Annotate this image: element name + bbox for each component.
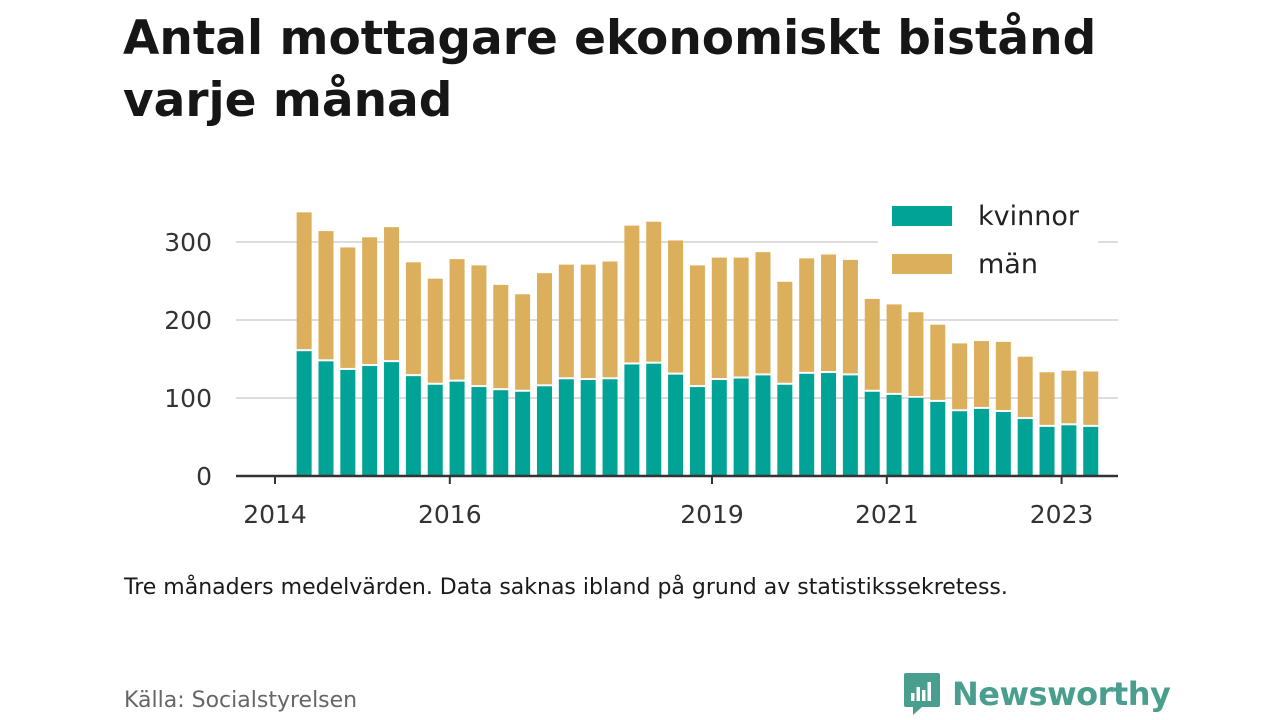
bar-man <box>952 343 968 410</box>
bar-man <box>624 225 640 363</box>
bar-kvinnor <box>711 380 727 476</box>
bar-kvinnor <box>973 408 989 476</box>
bar-man <box>296 212 312 350</box>
x-tick-label: 2014 <box>243 500 307 529</box>
bar-kvinnor <box>842 375 858 476</box>
bar-man <box>340 247 356 368</box>
bar-kvinnor <box>886 394 902 476</box>
bar-man <box>515 294 531 390</box>
bar-kvinnor <box>602 379 618 476</box>
bar-man <box>580 264 596 379</box>
bar-kvinnor <box>995 412 1011 476</box>
bar-kvinnor <box>536 386 552 476</box>
source-label: Källa: Socialstyrelsen <box>124 688 358 713</box>
bar-kvinnor <box>668 374 684 476</box>
legend: kvinnor män <box>878 192 1098 292</box>
bar-kvinnor <box>624 364 640 476</box>
newsworthy-brand[interactable]: Newsworthy <box>902 670 1171 718</box>
y-tick-label: 0 <box>196 462 212 491</box>
bar-man <box>711 257 727 379</box>
bar-man <box>886 304 902 393</box>
bar-kvinnor <box>952 411 968 476</box>
y-axis: 0 100 200 300 <box>164 228 212 491</box>
bar-kvinnor <box>580 380 596 476</box>
newsworthy-logo-icon <box>904 673 940 715</box>
bar-kvinnor <box>930 401 946 476</box>
bar-man <box>1017 356 1033 418</box>
bar-man <box>1083 371 1099 425</box>
x-tick-label: 2019 <box>680 500 744 529</box>
bar-kvinnor <box>821 373 837 476</box>
bar-man <box>602 261 618 378</box>
bar-man <box>493 284 509 389</box>
chart-note: Tre månaders medelvärden. Data saknas ib… <box>124 575 1008 600</box>
bar-kvinnor <box>493 390 509 476</box>
bar-kvinnor <box>799 373 815 476</box>
bar-man <box>864 298 880 390</box>
bar-kvinnor <box>340 369 356 476</box>
bar-kvinnor <box>427 384 443 476</box>
bar-man <box>799 258 815 372</box>
x-tick-label: 2023 <box>1030 500 1094 529</box>
bar-man <box>558 264 574 378</box>
bar-kvinnor <box>755 375 771 476</box>
chart-title: Antal mottagare ekonomiskt bistånd varje… <box>123 11 1097 128</box>
bar-kvinnor <box>318 361 334 476</box>
bar-kvinnor <box>733 378 749 476</box>
bar-kvinnor <box>515 391 531 476</box>
bar-man <box>1039 372 1055 425</box>
bar-kvinnor <box>1039 426 1055 476</box>
bar-man <box>733 257 749 377</box>
bar-man <box>995 341 1011 411</box>
bar-man <box>384 227 400 361</box>
bar-man <box>908 312 924 396</box>
bar-kvinnor <box>689 387 705 476</box>
legend-label: kvinnor <box>978 201 1080 232</box>
x-axis: 2014 2016 2019 2021 2023 <box>236 474 1118 529</box>
bar-man <box>973 341 989 407</box>
bar-kvinnor <box>646 363 662 476</box>
bar-man <box>405 262 421 375</box>
bar-man <box>930 324 946 400</box>
x-tick-label: 2016 <box>418 500 482 529</box>
bar-man <box>362 237 378 365</box>
legend-label: män <box>978 249 1038 280</box>
bar-kvinnor <box>1083 426 1099 476</box>
bar-kvinnor <box>296 351 312 476</box>
bar-man <box>471 265 487 386</box>
legend-swatch-man <box>892 254 952 274</box>
x-tick-label: 2021 <box>855 500 919 529</box>
bar-man <box>1061 370 1077 424</box>
bar-kvinnor <box>1017 419 1033 476</box>
bar-man <box>536 273 552 385</box>
bar-man <box>821 254 837 372</box>
bars <box>296 212 1099 476</box>
y-tick-label: 200 <box>164 306 212 335</box>
bar-man <box>689 265 705 386</box>
bar-kvinnor <box>1061 425 1077 476</box>
bar-kvinnor <box>777 384 793 476</box>
bar-kvinnor <box>864 391 880 476</box>
bar-man <box>842 259 858 374</box>
bar-man <box>427 278 443 383</box>
bar-man <box>777 281 793 383</box>
legend-swatch-kvinnor <box>892 206 952 226</box>
y-tick-label: 300 <box>164 228 212 257</box>
brand-name: Newsworthy <box>952 675 1171 713</box>
bar-man <box>449 259 465 380</box>
bar-kvinnor <box>471 387 487 476</box>
bar-man <box>318 231 334 360</box>
bar-man <box>668 240 684 373</box>
bar-man <box>646 221 662 362</box>
y-tick-label: 100 <box>164 384 212 413</box>
bar-kvinnor <box>908 398 924 476</box>
bar-kvinnor <box>405 376 421 476</box>
bar-kvinnor <box>449 381 465 476</box>
bar-kvinnor <box>362 366 378 476</box>
bar-man <box>755 252 771 374</box>
bar-kvinnor <box>384 362 400 476</box>
bar-kvinnor <box>558 379 574 476</box>
